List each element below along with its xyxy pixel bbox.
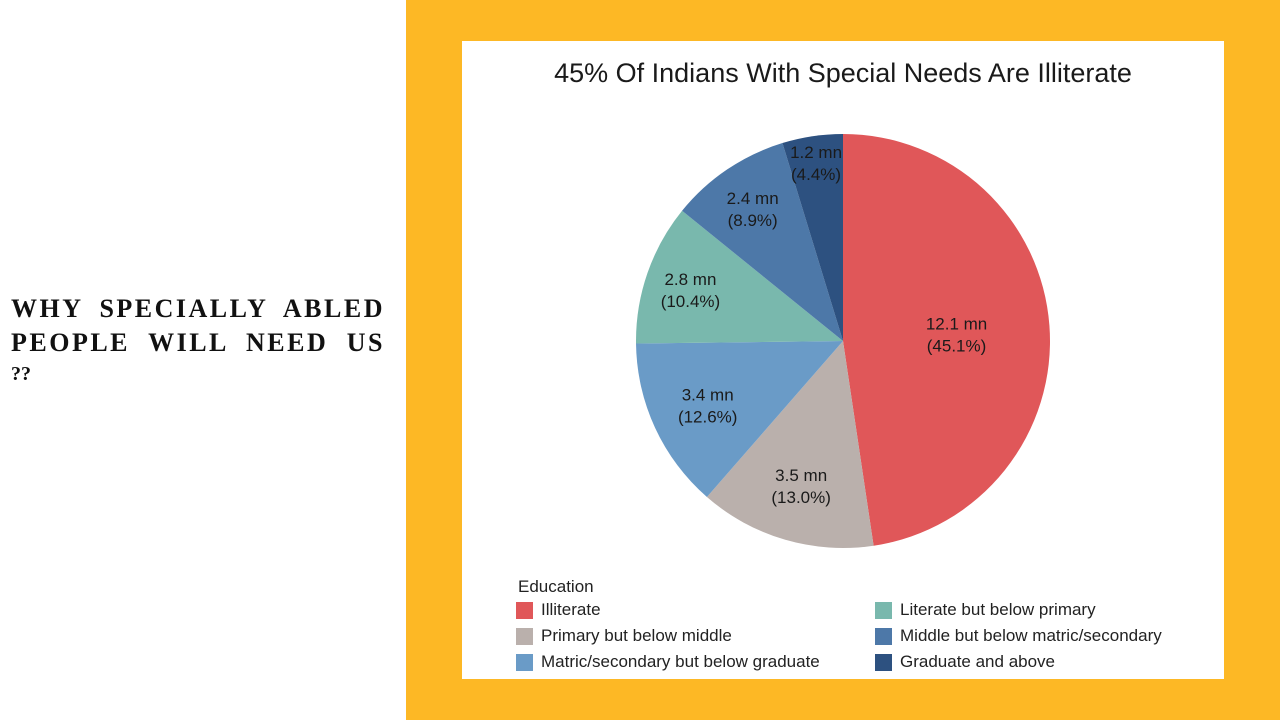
- pie-slice-illiterate: [843, 134, 1051, 546]
- legend-swatch: [875, 627, 892, 645]
- legend-label: Literate but below primary: [900, 600, 1096, 619]
- legend-label: Graduate and above: [900, 652, 1056, 671]
- legend-swatch: [516, 653, 533, 671]
- legend-item: Literate but below primary: [875, 600, 1096, 620]
- legend-title: Education: [518, 577, 594, 596]
- legend-item: Primary but below middle: [516, 626, 732, 646]
- slice-value-label: 1.2 mn: [790, 143, 842, 162]
- legend-swatch: [516, 627, 533, 645]
- slice-percent-label: (12.6%): [678, 408, 738, 427]
- slide-heading-suffix: ??: [11, 363, 31, 385]
- slice-value-label: 12.1 mn: [926, 315, 987, 334]
- chart-title: 45% Of Indians With Special Needs Are Il…: [554, 58, 1132, 88]
- legend-item: Graduate and above: [875, 652, 1055, 672]
- legend-swatch: [516, 601, 533, 619]
- slide-heading-text: WHY SPECIALLY ABLED PEOPLE WILL NEED US: [11, 294, 385, 357]
- legend-item: Matric/secondary but below graduate: [516, 652, 820, 672]
- legend-label: Middle but below matric/secondary: [900, 626, 1162, 645]
- legend-item: Illiterate: [516, 600, 601, 620]
- slice-value-label: 3.5 mn: [775, 466, 827, 485]
- slice-value-label: 2.8 mn: [664, 270, 716, 289]
- slide-heading: WHY SPECIALLY ABLED PEOPLE WILL NEED US …: [11, 292, 385, 388]
- legend-swatch: [875, 653, 892, 671]
- pie-slice-graduate-and-above: [782, 134, 843, 341]
- slice-percent-label: (45.1%): [927, 337, 987, 356]
- legend-swatch: [875, 601, 892, 619]
- pie-slice-matric-secondary-but-below-graduate: [636, 341, 843, 497]
- slice-percent-label: (4.4%): [791, 165, 841, 184]
- legend-label: Primary but below middle: [541, 626, 732, 645]
- slice-percent-label: (10.4%): [661, 292, 721, 311]
- slice-percent-label: (8.9%): [728, 211, 778, 230]
- legend-label: Illiterate: [541, 600, 601, 619]
- legend-item: Middle but below matric/secondary: [875, 626, 1162, 646]
- pie-slice-middle-but-below-matric-secondary: [682, 143, 843, 341]
- slice-value-label: 3.4 mn: [682, 386, 734, 405]
- pie-slice-primary-but-below-middle: [706, 341, 874, 548]
- pie-slice-literate-but-below-primary: [635, 210, 843, 344]
- slice-value-label: 2.4 mn: [727, 189, 779, 208]
- slice-percent-label: (13.0%): [771, 488, 831, 507]
- legend-label: Matric/secondary but below graduate: [541, 652, 820, 671]
